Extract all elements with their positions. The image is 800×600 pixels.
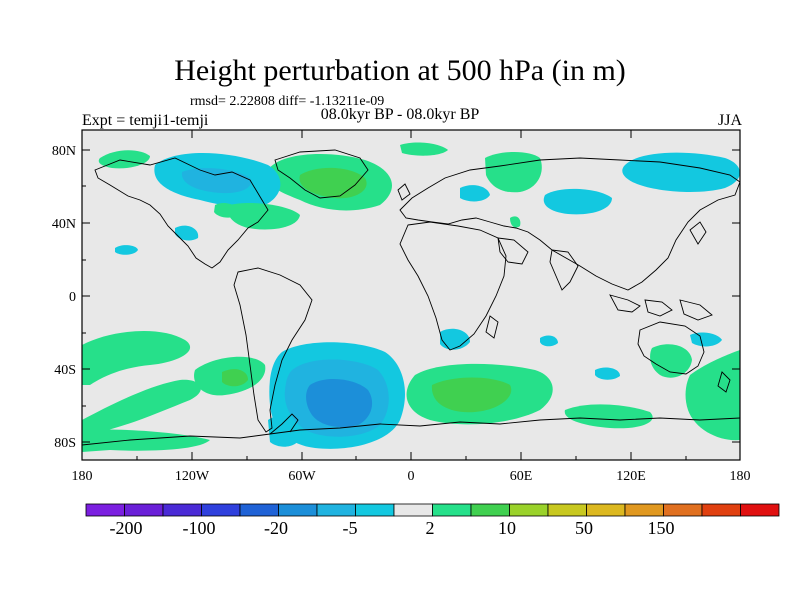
colorbar-swatch bbox=[316, 503, 356, 517]
experiment-label: Expt = temji1-temji bbox=[82, 112, 209, 129]
contour-arabia-green bbox=[510, 216, 521, 228]
colorbar-swatch bbox=[624, 503, 664, 517]
x-tick-label: 0 bbox=[408, 469, 415, 484]
colorbar-swatch bbox=[124, 503, 164, 517]
colorbar-swatch bbox=[547, 503, 587, 517]
colorbar-swatch bbox=[701, 503, 741, 517]
colorbar-label: -200 bbox=[110, 518, 143, 538]
y-tick-label: 80S bbox=[54, 436, 76, 451]
x-tick-label: 60W bbox=[288, 469, 316, 484]
map-title: Height perturbation at 500 hPa (in m) bbox=[174, 54, 626, 87]
contour-pacific-blue-small bbox=[175, 225, 199, 241]
colorbar-label: 50 bbox=[575, 518, 593, 538]
colorbar-label: -20 bbox=[264, 518, 288, 538]
y-tick-label: 80N bbox=[52, 144, 76, 159]
contour-south-pacific-core bbox=[222, 369, 248, 387]
colorbar-labels: -200 -100 -20 -5 2 10 50 150 bbox=[110, 518, 675, 538]
colorbar-label: 150 bbox=[648, 518, 675, 538]
contour-australia-green bbox=[650, 344, 692, 378]
colorbar-swatch bbox=[239, 503, 279, 517]
contour-indian-blue-2 bbox=[595, 367, 620, 380]
colorbar-label: -5 bbox=[343, 518, 358, 538]
x-tick-label: 120E bbox=[616, 469, 646, 484]
x-tick-labels: 180 120W 60W 0 60E 120E 180 bbox=[72, 469, 751, 484]
x-tick-label: 180 bbox=[72, 469, 93, 484]
colorbar-swatch bbox=[355, 503, 395, 517]
contour-indian-blue-small bbox=[540, 335, 558, 347]
contour-north-america-blue2 bbox=[181, 168, 251, 194]
colorbar-swatch bbox=[663, 503, 703, 517]
contour-south-pacific-green-band bbox=[82, 330, 191, 385]
x-axis bbox=[81, 130, 741, 460]
contour-tasman-green bbox=[685, 350, 740, 441]
contour-greenland-core bbox=[299, 167, 367, 199]
coastlines bbox=[82, 149, 740, 446]
contour-nz-blue bbox=[690, 332, 722, 347]
y-tick-labels: 80N 40N 0 40S 80S bbox=[52, 144, 76, 451]
colorbar-swatch bbox=[278, 503, 318, 517]
x-tick-label: 60E bbox=[510, 469, 533, 484]
colorbar-swatch bbox=[432, 503, 472, 517]
contour-antarctic-green-left bbox=[82, 429, 210, 452]
contour-sindian-green-core bbox=[431, 377, 512, 413]
colorbar-label: 10 bbox=[498, 518, 516, 538]
map-plot-area bbox=[82, 130, 740, 460]
season-label: JJA bbox=[717, 112, 742, 129]
contour-atlantic-green bbox=[228, 203, 300, 230]
colorbar-swatch bbox=[740, 503, 780, 517]
colorbar-swatch bbox=[85, 503, 125, 517]
colorbar-swatch bbox=[393, 503, 433, 517]
colorbar-swatch bbox=[162, 503, 202, 517]
colorbar-swatch bbox=[201, 503, 241, 517]
y-tick-label: 40N bbox=[52, 217, 76, 232]
colorbar-swatch bbox=[509, 503, 549, 517]
colorbar-label: 2 bbox=[426, 518, 435, 538]
period-label: 08.0kyr BP - 08.0kyr BP bbox=[320, 106, 480, 123]
y-axis bbox=[82, 149, 740, 443]
contour-arctic-europe-blue bbox=[460, 185, 490, 202]
contour-sindian-green-right bbox=[564, 404, 653, 429]
rmsd-diff-stats: rmsd= 2.22808 diff= -1.13211e-09 bbox=[190, 94, 385, 109]
y-tick-label: 40S bbox=[54, 363, 76, 378]
contour-npacific-green bbox=[214, 203, 239, 218]
contour-satlantic-blue-deep bbox=[306, 378, 373, 428]
colorbar-swatch bbox=[470, 503, 510, 517]
y-tick-label: 0 bbox=[69, 290, 76, 305]
x-tick-label: 120W bbox=[175, 469, 210, 484]
contour-europe-green bbox=[400, 142, 448, 156]
x-tick-label: 180 bbox=[730, 469, 751, 484]
contour-siberia-blue bbox=[622, 152, 740, 192]
colorbar bbox=[85, 503, 780, 517]
contour-central-asia-blue bbox=[543, 188, 612, 215]
contour-pacific-blue-west bbox=[115, 245, 138, 255]
contour-africa-blue bbox=[440, 328, 470, 350]
colorbar-swatch bbox=[586, 503, 626, 517]
colorbar-label: -100 bbox=[183, 518, 216, 538]
contour-patagonia-blue bbox=[268, 415, 302, 447]
contour-south-pacific-green-2 bbox=[82, 379, 201, 436]
